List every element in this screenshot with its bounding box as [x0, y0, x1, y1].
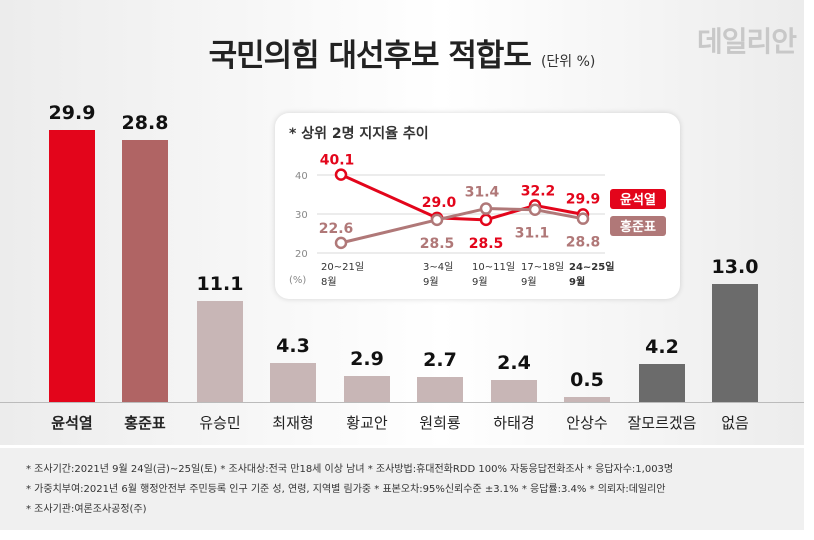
unit-label: (%) — [289, 275, 306, 286]
survey-notes: * 조사기간:2021년 9월 24일(금)~25일(토) * 조사대상:전국 … — [0, 448, 804, 530]
y-tick-label: 30 — [295, 210, 308, 221]
inset-title: * 상위 2명 지지율 추이 — [289, 126, 429, 142]
bar-value-label: 28.8 — [121, 112, 169, 134]
data-label: 28.8 — [566, 235, 601, 251]
brand-logo: 데일리안 — [696, 25, 797, 58]
x-tick-label: 9월 — [472, 276, 488, 288]
data-point — [479, 202, 493, 215]
bar-윤석열 — [49, 130, 95, 402]
data-label: 29.9 — [566, 191, 601, 207]
x-tick-label: 10~11일 — [472, 261, 515, 273]
bar-원희룡 — [417, 377, 463, 402]
bar-value-label: 4.3 — [276, 334, 310, 357]
bar-value-label: 11.1 — [196, 273, 244, 296]
x-tick-label: 8월 — [321, 276, 337, 288]
x-tick-label: 9월 — [521, 276, 537, 288]
chart-title-text: 국민의힘 대선후보 적합도 — [208, 38, 532, 74]
unit-label: (단위 %) — [540, 54, 596, 70]
data-label: 40.1 — [320, 153, 355, 169]
bar-value-label: 0.5 — [570, 369, 604, 392]
x-tick-label: 9월 — [569, 276, 585, 288]
data-point — [334, 168, 348, 181]
y-tick-label: 20 — [295, 249, 308, 260]
bar-하태경 — [491, 380, 537, 402]
bar-유승민 — [197, 301, 243, 402]
x-tick-label: 17~18일 — [521, 261, 564, 273]
bar-황교안 — [344, 375, 390, 402]
data-label: 28.5 — [469, 236, 504, 252]
data-label: 32.2 — [521, 183, 556, 199]
x-tick-label: 24~25일 — [569, 260, 614, 273]
category-label: 윤석열 — [51, 414, 93, 432]
data-label: 22.6 — [319, 221, 354, 237]
legend-tag — [610, 189, 666, 209]
bar-value-label: 2.4 — [497, 352, 531, 375]
category-label: 잘모르겠음 — [627, 414, 697, 432]
data-label: 31.4 — [465, 185, 500, 201]
bar-value-label: 29.9 — [48, 102, 96, 124]
x-tick-label: 9월 — [423, 276, 439, 288]
data-label: 28.5 — [420, 236, 455, 252]
x-tick-label: 3~4일 — [423, 261, 453, 273]
category-label: 유승민 — [199, 414, 241, 432]
bar-value-label: 4.2 — [645, 335, 679, 358]
data-point — [528, 203, 542, 216]
data-label: 31.1 — [515, 226, 550, 242]
bar-없음 — [712, 283, 758, 402]
category-label: 하태경 — [493, 414, 535, 432]
bar-value-label: 2.7 — [423, 349, 457, 372]
chart-title: 국민의힘 대선후보 적합도 (단위 %) — [0, 30, 804, 75]
x-tick-label: 20~21일 — [321, 261, 364, 273]
category-label: 안상수 — [566, 414, 608, 432]
note-line: * 가중치부여:2021년 6월 행정안전부 주민등록 인구 기준 성, 연령,… — [26, 484, 666, 495]
category-label: 홍준표 — [124, 414, 166, 432]
data-point — [576, 212, 590, 225]
bar-홍준표 — [122, 140, 168, 402]
data-point — [430, 213, 444, 227]
line-chart: 40 30 20 (%) 20~21일 8월 3~4일 9월 10~11일 9월 17~18일 9월 2… — [289, 153, 666, 288]
legend-label: 홍준표 — [620, 219, 656, 235]
trend-inset: * 상위 2명 지지율 추이 40 30 20 (%) 20~21일 8월 3~4일 9월 10… — [275, 113, 680, 299]
data-point — [334, 236, 348, 250]
bar-value-label: 13.0 — [711, 255, 759, 278]
data-label: 29.0 — [422, 195, 457, 211]
y-tick-label: 40 — [295, 171, 308, 182]
category-label: 원희룡 — [419, 414, 461, 432]
category-label: 없음 — [721, 414, 749, 432]
note-line: * 조사기간:2021년 9월 24일(금)~25일(토) * 조사대상:전국 … — [26, 464, 674, 475]
legend-tag — [610, 216, 666, 236]
data-point — [479, 213, 493, 227]
bar-안상수 — [564, 397, 610, 402]
bar-최재형 — [270, 362, 316, 402]
category-label: 최재형 — [272, 414, 314, 432]
legend-label: 윤석열 — [620, 192, 656, 208]
baseline — [0, 402, 804, 403]
bar-잘모르겠음 — [639, 363, 685, 402]
category-label: 황교안 — [346, 414, 388, 432]
note-line: * 조사기관:여론조사공정(주) — [26, 504, 147, 515]
bar-value-label: 2.9 — [350, 347, 384, 370]
